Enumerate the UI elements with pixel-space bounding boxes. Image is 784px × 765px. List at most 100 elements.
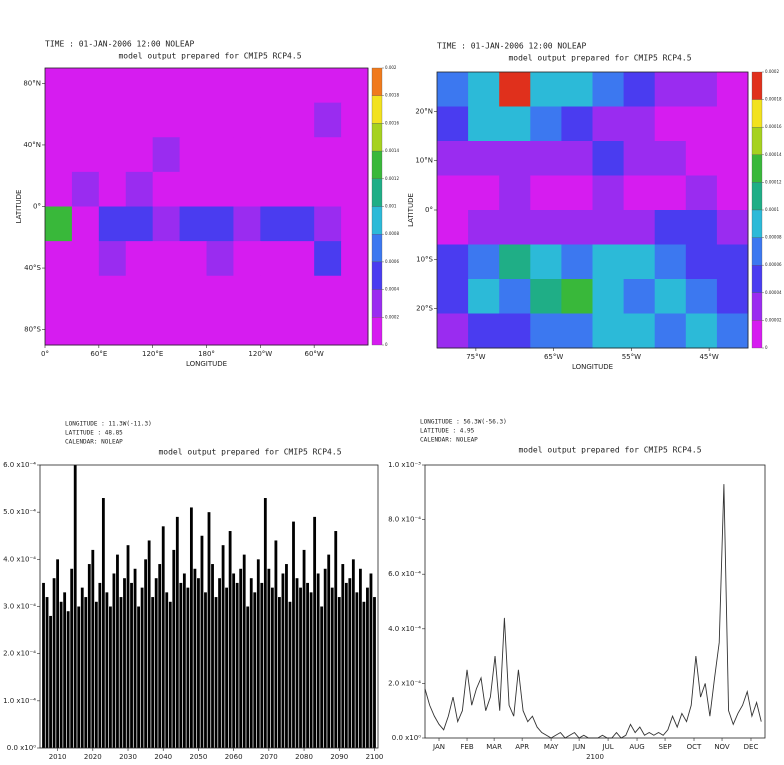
spike (98, 582, 102, 748)
spike (260, 582, 264, 748)
colorbar-segment (371, 123, 383, 152)
y-tick-label: 2.0 x10⁻⁴ (3, 650, 36, 658)
spike (313, 516, 317, 748)
annotation: CALENDAR: NOLEAP (65, 439, 123, 446)
spike (228, 531, 232, 748)
spike (278, 597, 281, 748)
heat-cell (206, 275, 234, 311)
annotation: LONGITUDE : 11.3W(-11.3) (65, 421, 152, 428)
heat-cell (437, 106, 469, 142)
colorbar-segment (751, 237, 763, 266)
heat-cell (499, 175, 531, 211)
y-tick-label: 2.0 x10⁻⁴ (388, 679, 421, 687)
spike (292, 521, 295, 748)
colorbar-label: 0.0018 (385, 93, 399, 98)
x-tick-label: 2070 (260, 753, 278, 761)
heat-cell (206, 310, 234, 346)
spike (175, 516, 179, 748)
heat-cell (341, 137, 369, 173)
colorbar-segment (751, 71, 763, 100)
colorbar-segment (371, 150, 383, 179)
y-tick-label: 0° (33, 203, 41, 211)
colorbar-label: 0.0014 (385, 148, 399, 153)
heat-cell (179, 275, 207, 311)
spike (263, 498, 267, 748)
heat-cell (530, 72, 562, 107)
colorbar-label: 0.00004 (765, 290, 782, 295)
heat-cell (233, 68, 261, 104)
colorbar-label: 0.00014 (765, 152, 782, 157)
spike (246, 606, 250, 748)
spike (197, 578, 200, 748)
heat-cell (287, 241, 315, 277)
spike (137, 606, 140, 748)
heat-cell (233, 171, 261, 207)
x-tick-label: APR (515, 743, 529, 751)
spike (186, 587, 190, 748)
spike (80, 587, 84, 748)
heat-cell (71, 102, 100, 138)
heat-cell (623, 72, 656, 107)
heat-cell (530, 244, 562, 280)
y-tick-label: 3.0 x10⁻⁴ (3, 603, 36, 611)
heat-cell (468, 244, 500, 280)
heat-cell (179, 206, 207, 242)
heat-cell (499, 72, 531, 107)
spike (144, 559, 148, 748)
colorbar-segment (751, 265, 763, 293)
heat-cell (45, 241, 73, 277)
heat-cell (152, 171, 181, 207)
heat-cell (152, 68, 181, 104)
heat-cell (437, 175, 469, 211)
heat-cell (152, 137, 181, 173)
heat-cell (341, 241, 369, 277)
heat-cell (592, 244, 625, 280)
heat-cell (592, 106, 625, 142)
colorbar-segment (371, 234, 383, 263)
spike (323, 568, 327, 748)
heat-cell (685, 210, 718, 245)
spike (274, 540, 278, 748)
heat-cell (685, 72, 718, 107)
x-tick-label: 2030 (119, 753, 137, 761)
heat-cell (179, 102, 207, 138)
heat-cell (623, 244, 656, 280)
spike (193, 568, 197, 748)
spike (214, 597, 218, 748)
spike (77, 606, 81, 748)
heat-cell (152, 102, 181, 138)
colorbar-segment (371, 206, 383, 235)
heat-cell (561, 72, 593, 107)
heat-cell (206, 102, 234, 138)
heat-cell (341, 310, 369, 346)
spike (302, 549, 306, 748)
spike (84, 597, 88, 748)
heat-cell (45, 275, 73, 311)
heat-cell (654, 244, 687, 280)
colorbar-segment (371, 95, 383, 124)
heat-cell (260, 137, 288, 173)
heat-cell (623, 210, 656, 245)
heat-cell (125, 137, 154, 173)
colorbar-segment (371, 317, 383, 346)
spike (105, 592, 109, 748)
spike (91, 549, 95, 748)
spike (116, 554, 119, 748)
x-tick-label: JUN (572, 743, 585, 751)
x-tick-label: MAR (486, 743, 502, 751)
heat-cell (152, 241, 181, 277)
y-tick-label: 0.0 x10⁰ (392, 734, 421, 742)
heat-cell (499, 279, 531, 314)
spike (267, 568, 271, 748)
colorbar-label: 0.00008 (765, 235, 782, 240)
heat-cell (314, 137, 342, 173)
heat-cell (206, 171, 234, 207)
y-tick-label: 20°S (416, 305, 433, 313)
heat-cell (98, 241, 127, 277)
heat-cell (654, 106, 687, 142)
y-tick-label: 80°S (24, 326, 41, 334)
heat-cell (468, 106, 500, 142)
heat-cell (468, 175, 500, 211)
spike (172, 549, 176, 748)
